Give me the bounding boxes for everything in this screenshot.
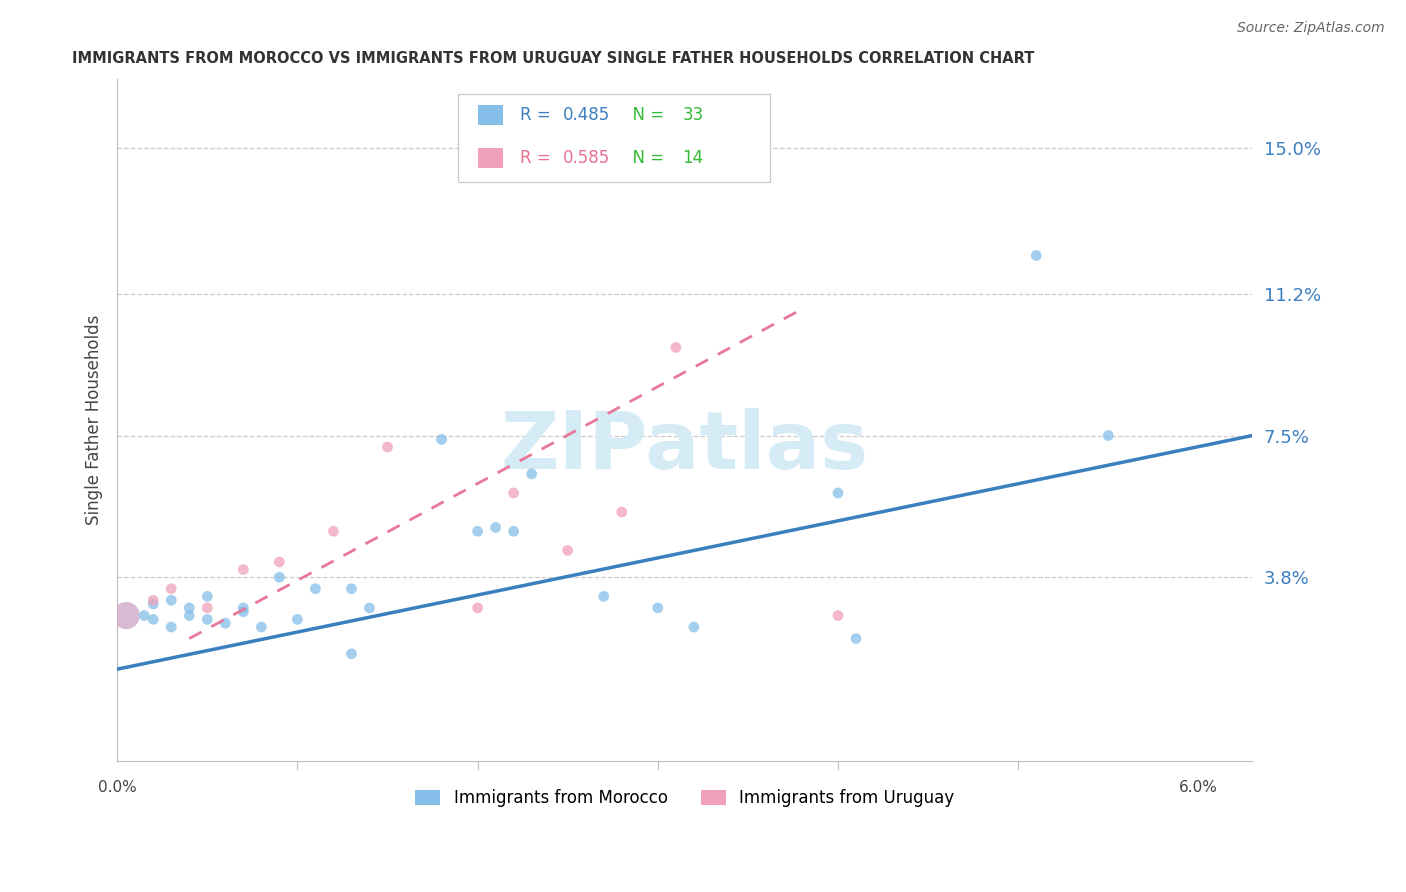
Point <box>1025 248 1047 262</box>
Point <box>250 620 273 634</box>
Point <box>232 605 254 619</box>
Point <box>322 524 344 539</box>
Point <box>377 440 399 454</box>
Bar <box>478 104 503 125</box>
Text: 33: 33 <box>682 106 704 124</box>
Point <box>592 590 614 604</box>
Point <box>665 341 688 355</box>
Y-axis label: Single Father Households: Single Father Households <box>86 315 103 525</box>
Point <box>520 467 543 481</box>
Point <box>682 620 704 634</box>
Point <box>142 593 165 607</box>
Point <box>557 543 579 558</box>
Text: Source: ZipAtlas.com: Source: ZipAtlas.com <box>1237 21 1385 35</box>
Point <box>160 582 183 596</box>
Point <box>195 590 218 604</box>
Point <box>269 555 291 569</box>
Text: N =: N = <box>623 106 669 124</box>
Bar <box>478 147 503 168</box>
Point <box>160 620 183 634</box>
Point <box>845 632 868 646</box>
Text: 0.585: 0.585 <box>564 149 610 167</box>
Point <box>340 647 363 661</box>
Point <box>179 608 201 623</box>
Point <box>502 486 524 500</box>
Point <box>467 524 489 539</box>
Point <box>134 608 156 623</box>
Point <box>502 524 524 539</box>
Point <box>467 600 489 615</box>
Point <box>142 612 165 626</box>
Point <box>610 505 633 519</box>
Point <box>647 600 669 615</box>
Point <box>304 582 326 596</box>
Point <box>430 433 453 447</box>
Point <box>115 608 138 623</box>
Text: 6.0%: 6.0% <box>1180 780 1218 796</box>
Point <box>232 563 254 577</box>
Point <box>160 593 183 607</box>
Point <box>195 612 218 626</box>
Point <box>827 486 849 500</box>
Text: R =: R = <box>520 106 557 124</box>
Point <box>1097 428 1119 442</box>
Point <box>359 600 381 615</box>
Legend: Immigrants from Morocco, Immigrants from Uruguay: Immigrants from Morocco, Immigrants from… <box>409 783 962 814</box>
Point <box>115 608 138 623</box>
Point <box>287 612 309 626</box>
Point <box>340 582 363 596</box>
Point <box>269 570 291 584</box>
FancyBboxPatch shape <box>458 95 770 182</box>
Text: 14: 14 <box>682 149 703 167</box>
Text: N =: N = <box>623 149 669 167</box>
Point <box>142 597 165 611</box>
Text: 0.0%: 0.0% <box>98 780 136 796</box>
Text: R =: R = <box>520 149 557 167</box>
Text: ZIPatlas: ZIPatlas <box>501 409 869 486</box>
Point <box>232 600 254 615</box>
Text: IMMIGRANTS FROM MOROCCO VS IMMIGRANTS FROM URUGUAY SINGLE FATHER HOUSEHOLDS CORR: IMMIGRANTS FROM MOROCCO VS IMMIGRANTS FR… <box>72 51 1035 66</box>
Text: 0.485: 0.485 <box>564 106 610 124</box>
Point <box>484 520 506 534</box>
Point <box>214 616 236 631</box>
Point <box>195 600 218 615</box>
Point <box>827 608 849 623</box>
Point <box>179 600 201 615</box>
